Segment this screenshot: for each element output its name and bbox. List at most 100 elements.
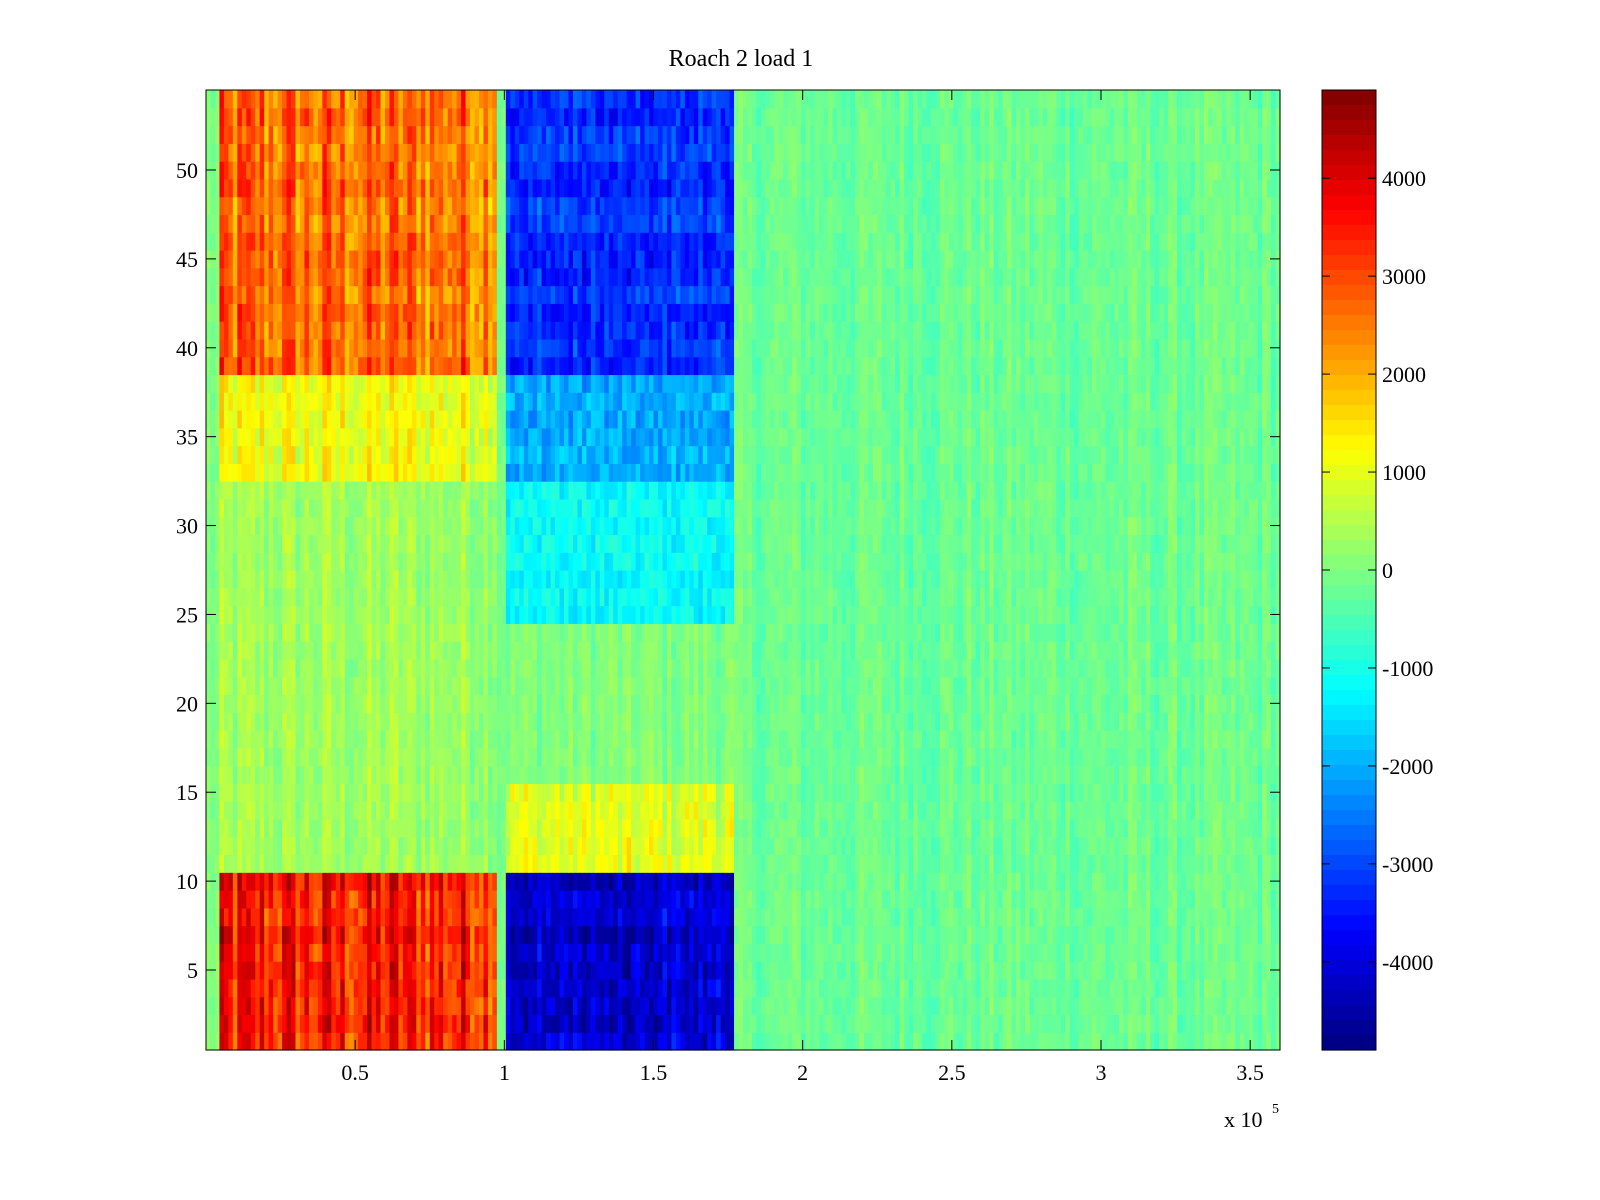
heatmap-cell xyxy=(769,801,775,820)
heatmap-cell xyxy=(546,836,552,856)
heatmap-cell xyxy=(223,854,229,873)
heatmap-cell xyxy=(425,943,431,962)
heatmap-cell xyxy=(1145,943,1151,962)
heatmap-cell xyxy=(407,694,413,713)
heatmap-cell xyxy=(304,1014,310,1033)
heatmap-cell xyxy=(223,1032,229,1051)
heatmap-cell xyxy=(349,854,355,873)
heatmap-cell xyxy=(487,836,493,856)
heatmap-cell xyxy=(801,872,807,891)
heatmap-cell xyxy=(595,765,601,784)
heatmap-cell xyxy=(859,1032,865,1051)
heatmap-cell xyxy=(492,818,498,838)
heatmap-cell xyxy=(586,836,592,856)
heatmap-cell xyxy=(572,996,579,1016)
heatmap-cell xyxy=(264,712,270,731)
heatmap-cell xyxy=(877,836,883,856)
heatmap-cell xyxy=(470,854,476,873)
heatmap-cell xyxy=(1123,712,1129,731)
heatmap-cell xyxy=(1109,765,1116,784)
heatmap-cell xyxy=(487,712,493,731)
heatmap-cell xyxy=(1047,872,1053,891)
heatmap-cell xyxy=(814,890,820,909)
heatmap-cell xyxy=(904,818,910,838)
heatmap-cell xyxy=(939,818,945,838)
heatmap-cell xyxy=(241,765,247,784)
heatmap-cell xyxy=(367,765,373,784)
heatmap-cell xyxy=(1024,1014,1030,1033)
heatmap-cell xyxy=(868,943,874,962)
heatmap-cell xyxy=(1060,854,1066,873)
heatmap-cell xyxy=(255,925,261,944)
heatmap-cell xyxy=(810,836,816,856)
heatmap-cell xyxy=(1177,747,1183,767)
heatmap-cell xyxy=(828,836,834,856)
heatmap-cell xyxy=(720,1014,726,1033)
heatmap-cell xyxy=(738,1032,744,1051)
heatmap-cell xyxy=(371,943,377,962)
heatmap-cell xyxy=(787,978,793,998)
heatmap-cell xyxy=(711,765,717,784)
heatmap-cell xyxy=(487,783,493,802)
heatmap-cell xyxy=(371,996,377,1016)
heatmap-cell xyxy=(1208,1014,1214,1033)
heatmap-cell xyxy=(1069,996,1075,1016)
heatmap-cell xyxy=(425,694,431,713)
heatmap-cell xyxy=(308,765,314,784)
heatmap-cell xyxy=(595,1032,601,1051)
heatmap-cell xyxy=(1127,783,1133,802)
heatmap-cell xyxy=(904,801,910,820)
heatmap-cell xyxy=(823,730,829,749)
heatmap-cell xyxy=(1078,890,1084,909)
heatmap-cell xyxy=(1042,872,1048,891)
heatmap-cell xyxy=(608,836,614,856)
heatmap-cell xyxy=(1007,961,1013,980)
heatmap-cell xyxy=(666,765,672,784)
heatmap-cell xyxy=(823,818,829,838)
heatmap-cell xyxy=(340,1032,346,1051)
heatmap-cell xyxy=(734,943,740,962)
heatmap-cell xyxy=(474,943,480,962)
heatmap-cell xyxy=(939,978,945,998)
heatmap-cell xyxy=(496,978,502,998)
heatmap-cell xyxy=(604,943,610,962)
heatmap-cell xyxy=(496,925,502,944)
heatmap-cell xyxy=(1002,925,1008,944)
heatmap-cell xyxy=(1069,890,1075,909)
heatmap-cell xyxy=(273,872,279,891)
heatmap-cell xyxy=(720,961,726,980)
heatmap-cell xyxy=(657,996,664,1016)
heatmap-cell xyxy=(702,1014,708,1033)
heatmap-cell xyxy=(210,978,216,998)
heatmap-cell xyxy=(291,818,297,838)
heatmap-cell xyxy=(622,961,628,980)
heatmap-cell xyxy=(434,925,440,944)
heatmap-cell xyxy=(228,694,234,713)
heatmap-cell xyxy=(331,1032,337,1051)
heatmap-cell xyxy=(367,890,373,909)
heatmap-cell xyxy=(438,872,444,891)
heatmap-cell xyxy=(286,783,292,802)
heatmap-cell xyxy=(836,801,843,820)
heatmap-cell xyxy=(590,925,596,944)
heatmap-cell xyxy=(286,694,292,713)
heatmap-cell xyxy=(1101,783,1107,802)
heatmap-cell xyxy=(376,694,382,713)
heatmap-cell xyxy=(546,818,552,838)
heatmap-cell xyxy=(456,943,462,962)
heatmap-cell xyxy=(313,765,319,784)
heatmap-cell xyxy=(756,694,762,713)
heatmap-cell xyxy=(930,712,937,731)
heatmap-cell xyxy=(291,712,297,731)
heatmap-cell xyxy=(819,747,825,767)
heatmap-cell xyxy=(1101,712,1107,731)
heatmap-cell xyxy=(299,907,306,927)
heatmap-cell xyxy=(1092,1014,1098,1033)
heatmap-cell xyxy=(729,676,735,696)
heatmap-cell xyxy=(555,996,561,1016)
heatmap-cell xyxy=(756,854,762,873)
heatmap-cell xyxy=(778,854,784,873)
heatmap-cell xyxy=(1101,747,1107,767)
heatmap-cell xyxy=(1024,694,1030,713)
heatmap-cell xyxy=(1024,890,1030,909)
